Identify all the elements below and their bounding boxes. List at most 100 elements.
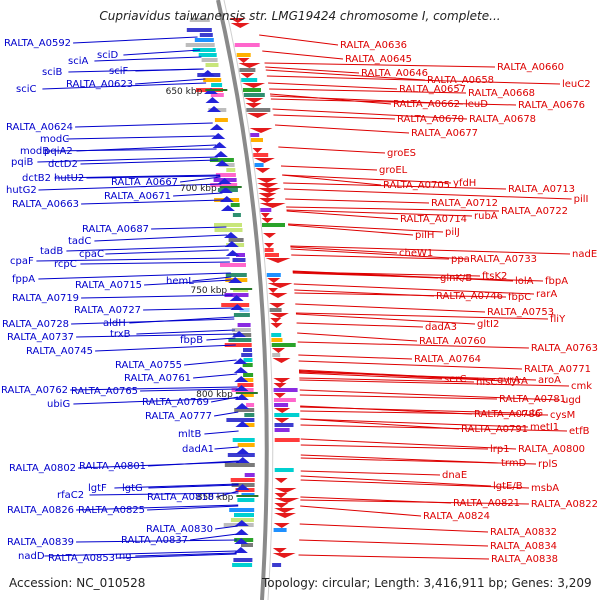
gene-label-ralta-a0592: RALTA_A0592	[4, 38, 71, 49]
label-connector	[300, 444, 489, 450]
label-connector	[286, 206, 500, 212]
gene-label-dctb2: dctB2	[22, 173, 51, 184]
gene-label-lgte-b: lgtE/B	[493, 481, 523, 492]
map-title: Cupriavidus taiwanensis str. LMG19424 ch…	[99, 9, 501, 23]
label-connector	[286, 209, 473, 217]
gene-label-rfac2: rfaC2	[57, 490, 84, 501]
gene-block	[250, 133, 260, 137]
gene-arrow-reverse	[273, 393, 286, 398]
gene-label-modc: modC	[40, 134, 69, 145]
gene-arrow-forward	[209, 124, 224, 130]
gene-label-pili: pilI	[574, 194, 589, 205]
gene-arrow-reverse	[242, 83, 266, 88]
label-connector	[190, 533, 238, 541]
gene-arrow-forward	[225, 250, 240, 256]
gene-label-ralta-a0687: RALTA_A0687	[82, 224, 149, 235]
label-connector	[36, 257, 230, 262]
gene-block	[274, 403, 289, 407]
gene-block	[214, 118, 228, 122]
gene-block	[241, 543, 253, 547]
gene-label-leud: leuD	[465, 99, 488, 110]
label-connector	[268, 82, 398, 90]
gene-block	[271, 338, 283, 342]
gene-arrow-reverse	[274, 508, 296, 513]
gene-block	[199, 33, 213, 37]
label-connector	[300, 454, 500, 464]
gene-block	[186, 28, 212, 32]
gene-block	[271, 343, 296, 347]
label-connector	[42, 82, 207, 90]
gene-arrow-forward	[211, 133, 226, 139]
gene-block	[211, 83, 223, 87]
gene-label-ralta-a0765: RALTA_A0765	[71, 386, 138, 397]
gene-block	[201, 58, 218, 62]
label-connector	[298, 354, 413, 360]
label-connector	[299, 377, 475, 383]
gene-label-scic: sciC	[16, 84, 36, 95]
gene-label-ralta-a0824: RALTA_A0824	[423, 511, 490, 522]
gene-label-ralta-a0714: RALTA_A0714	[400, 214, 467, 225]
gene-label-lgtg: lgtG	[122, 483, 143, 494]
gene-label-rng: rng	[115, 551, 132, 562]
gene-arrow-reverse	[273, 523, 290, 528]
gene-label-pilh: pilH	[415, 230, 434, 241]
gene-label-ralta-a0670: RALTA_A0670	[397, 114, 464, 125]
label-connector	[95, 344, 236, 352]
gene-block	[234, 408, 255, 412]
label-connector	[94, 56, 202, 62]
gene-arrow-reverse	[267, 278, 281, 283]
label-connector	[299, 379, 570, 387]
gene-label-gyra: gyrA	[497, 375, 520, 386]
label-connector	[265, 66, 360, 74]
gene-arrow-reverse	[260, 213, 270, 218]
label-connector	[299, 370, 506, 382]
gene-label-fbpc: fbpC	[508, 292, 531, 303]
summary-label: Topology: circular; Length: 3,416,911 bp…	[262, 576, 592, 590]
gene-block	[226, 168, 236, 172]
label-connector	[295, 312, 549, 320]
label-connector	[288, 224, 414, 236]
label-connector	[291, 254, 450, 260]
gene-arrow-reverse	[258, 193, 277, 198]
gene-block	[232, 438, 255, 442]
gene-arrow-forward	[235, 448, 250, 454]
gene-block	[260, 208, 272, 212]
label-connector	[299, 539, 489, 547]
label-connector	[266, 75, 561, 85]
gene-label-layer: RALTA_A0592 sciD sciA sciB sciF sciC RALTA_A06…	[1, 38, 598, 565]
label-connector	[283, 188, 572, 200]
label-connector	[300, 424, 568, 432]
label-connector	[70, 386, 238, 391]
label-connector	[86, 175, 221, 179]
label-connector	[272, 108, 468, 120]
gene-block	[210, 183, 238, 187]
label-connector	[76, 539, 238, 543]
gene-block	[194, 38, 214, 42]
label-connector	[54, 174, 221, 179]
gene-label-ralta-a0837: RALTA_A0837	[121, 535, 188, 546]
gene-label-ralta-a0760: RALTA_A0760	[419, 336, 486, 347]
gene-block	[232, 213, 241, 217]
label-connector	[294, 292, 507, 298]
gene-arrow-reverse	[253, 158, 275, 163]
gene-label-ralta-a0663: RALTA_A0663	[12, 199, 79, 210]
gene-label-lrp1: lrp1	[490, 444, 510, 455]
gene-label-scif: sciF	[109, 66, 128, 77]
gene-arrow-reverse	[244, 98, 264, 103]
gene-label-glnk-b: glnK/B	[440, 273, 472, 284]
label-connector	[269, 88, 467, 94]
scale-tick-label: 750 kbp	[190, 286, 227, 296]
gene-label-ralta-a0832: RALTA_A0832	[490, 527, 557, 538]
label-connector	[148, 460, 239, 467]
gene-label-ralta-a0777: RALTA_A0777	[145, 411, 212, 422]
gene-block	[240, 393, 254, 397]
scale-tick-label: 850 kbp	[197, 493, 234, 503]
gene-label-ralta-a0825: RALTA_A0825	[78, 505, 145, 516]
gene-label-scib: sciB	[42, 67, 62, 78]
gene-arrow-reverse	[257, 183, 279, 188]
gene-label-ralta-a0838: RALTA_A0838	[491, 554, 558, 565]
gene-block	[251, 138, 263, 142]
label-connector	[299, 372, 443, 380]
gene-block	[246, 403, 255, 407]
